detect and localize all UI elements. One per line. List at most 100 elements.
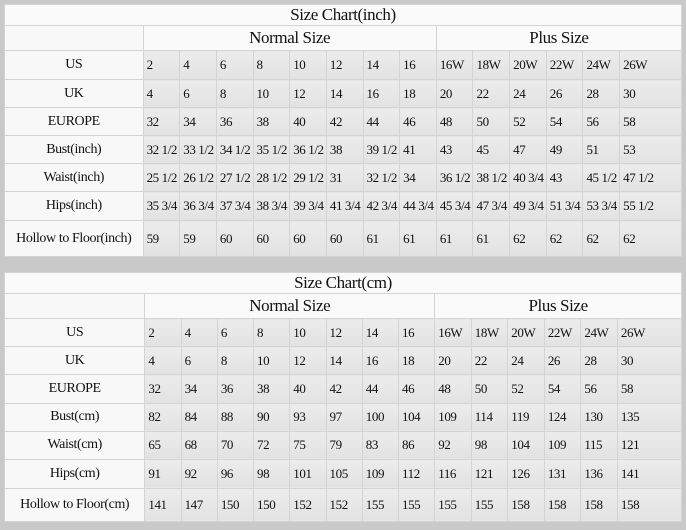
size-value-cell: 16W — [434, 318, 472, 348]
size-value-cell: 28 1/2 — [252, 163, 291, 192]
row-label: EUROPE — [4, 107, 144, 136]
size-value-cell: 24 — [507, 346, 545, 376]
size-value-cell: 6 — [216, 318, 255, 348]
row-label: UK — [3, 346, 146, 376]
table-row: Bust(cm) 82 84 88 90 93 97 100 104 109 114 119 124 13… — [3, 402, 683, 432]
size-value-cell: 82 — [144, 402, 182, 432]
size-value-cell: 39 1/2 — [362, 135, 401, 164]
size-value-cell: 100 — [361, 402, 399, 432]
size-value-cell: 147 — [180, 487, 218, 523]
table-row: US 2 4 6 8 10 12 14 16 16W 18W 20W 22W 24W 26W — [3, 318, 683, 348]
row-label: UK — [4, 79, 144, 108]
size-value-cell: 72 — [253, 430, 291, 460]
table-row: Hips(inch) 35 3/4 36 3/4 37 3/4 38 3/4 39 3/4… — [4, 191, 682, 221]
size-value-cell: 136 — [580, 458, 618, 489]
size-value-cell: 109 — [361, 458, 399, 489]
size-value-cell: 6 — [179, 79, 217, 108]
size-value-cell: 34 — [179, 107, 217, 136]
size-value-cell: 101 — [289, 458, 327, 489]
row-label: Bust(inch) — [4, 135, 144, 164]
size-value-cell: 12 — [325, 318, 363, 348]
size-value-cell: 88 — [216, 402, 255, 432]
size-value-cell: 50 — [472, 107, 511, 136]
table-row: EUROPE 32 34 36 38 40 42 44 46 48 50 52 54 56 58 — [4, 107, 682, 136]
size-value-cell: 152 — [325, 487, 363, 523]
size-value-cell: 38 — [252, 107, 291, 136]
group-header-normal-size: Normal Size — [142, 25, 437, 51]
size-value-cell: 141 — [144, 487, 182, 523]
row-label: EUROPE — [3, 374, 146, 404]
size-value-cell: 34 — [399, 163, 437, 192]
size-value-cell: 62 — [582, 220, 621, 257]
row-label: Hips(cm) — [3, 458, 146, 489]
size-value-cell: 158 — [507, 487, 545, 523]
size-value-cell: 61 — [399, 220, 437, 257]
size-value-cell: 60 — [252, 220, 291, 257]
size-value-cell: 16 — [399, 50, 437, 80]
size-value-cell: 79 — [325, 430, 363, 460]
size-value-cell: 14 — [362, 50, 401, 80]
size-value-cell: 14 — [325, 346, 363, 376]
size-value-cell: 40 3/4 — [509, 163, 547, 192]
row-label: Hips(inch) — [4, 191, 144, 221]
size-value-cell: 44 — [362, 107, 401, 136]
size-value-cell: 61 — [435, 220, 474, 257]
table-row: Hollow to Floor(inch) 59 59 60 60 60 60 61 61 61 6… — [4, 220, 682, 257]
size-value-cell: 4 — [179, 50, 217, 80]
size-value-cell: 27 1/2 — [215, 163, 254, 192]
size-value-cell: 18W — [472, 50, 511, 80]
size-value-cell: 10 — [252, 79, 291, 108]
size-value-cell: 2 — [142, 50, 181, 80]
table-row: US 2 4 6 8 10 12 14 16 16W 18W 20W 22W 24W 26W — [4, 50, 682, 80]
size-value-cell: 8 — [252, 50, 291, 80]
size-value-cell: 31 — [325, 163, 364, 192]
size-value-cell: 116 — [434, 458, 472, 489]
size-value-cell: 32 1/2 — [362, 163, 401, 192]
size-value-cell: 30 — [616, 346, 683, 376]
size-value-cell: 65 — [144, 430, 182, 460]
size-value-cell: 26W — [616, 318, 683, 348]
size-value-cell: 26 1/2 — [179, 163, 217, 192]
size-value-cell: 59 — [142, 220, 181, 257]
size-value-cell: 48 — [435, 107, 474, 136]
size-value-cell: 60 — [325, 220, 364, 257]
size-value-cell: 104 — [507, 430, 545, 460]
size-value-cell: 158 — [616, 487, 683, 523]
size-value-cell: 70 — [216, 430, 255, 460]
size-value-cell: 61 — [472, 220, 511, 257]
size-value-cell: 150 — [253, 487, 291, 523]
size-value-cell: 48 — [434, 374, 472, 404]
size-value-cell: 39 3/4 — [289, 191, 327, 221]
row-label: Hollow to Floor(inch) — [4, 220, 144, 257]
size-value-cell: 6 — [215, 50, 254, 80]
size-value-cell: 35 1/2 — [252, 135, 291, 164]
size-value-cell: 16 — [362, 79, 401, 108]
size-value-cell: 24W — [582, 50, 621, 80]
table-row: UK 4 6 8 10 12 14 16 18 20 22 24 26 28 30 — [3, 346, 683, 376]
size-value-cell: 119 — [507, 402, 545, 432]
size-value-cell: 12 — [289, 79, 327, 108]
size-value-cell: 126 — [507, 458, 545, 489]
size-value-cell: 36 — [215, 107, 254, 136]
size-value-cell: 28 — [580, 346, 618, 376]
group-header-normal-size: Normal Size — [144, 293, 436, 320]
size-value-cell: 35 3/4 — [142, 191, 181, 221]
size-value-cell: 49 3/4 — [509, 191, 547, 221]
row-label: US — [3, 318, 146, 348]
size-value-cell: 62 — [545, 220, 584, 257]
size-value-cell: 60 — [215, 220, 254, 257]
size-value-cell: 150 — [216, 487, 255, 523]
size-value-cell: 26W — [619, 50, 682, 80]
row-label: Bust(cm) — [3, 402, 146, 432]
size-value-cell: 4 — [180, 318, 218, 348]
size-value-cell: 86 — [397, 430, 436, 460]
size-value-cell: 52 — [509, 107, 547, 136]
size-value-cell: 45 1/2 — [582, 163, 621, 192]
size-value-cell: 18 — [399, 79, 437, 108]
size-value-cell: 38 — [253, 374, 291, 404]
size-value-cell: 22 — [472, 79, 511, 108]
size-value-cell: 29 1/2 — [289, 163, 327, 192]
size-value-cell: 121 — [470, 458, 509, 489]
size-value-cell: 45 3/4 — [435, 191, 474, 221]
size-value-cell: 54 — [543, 374, 582, 404]
